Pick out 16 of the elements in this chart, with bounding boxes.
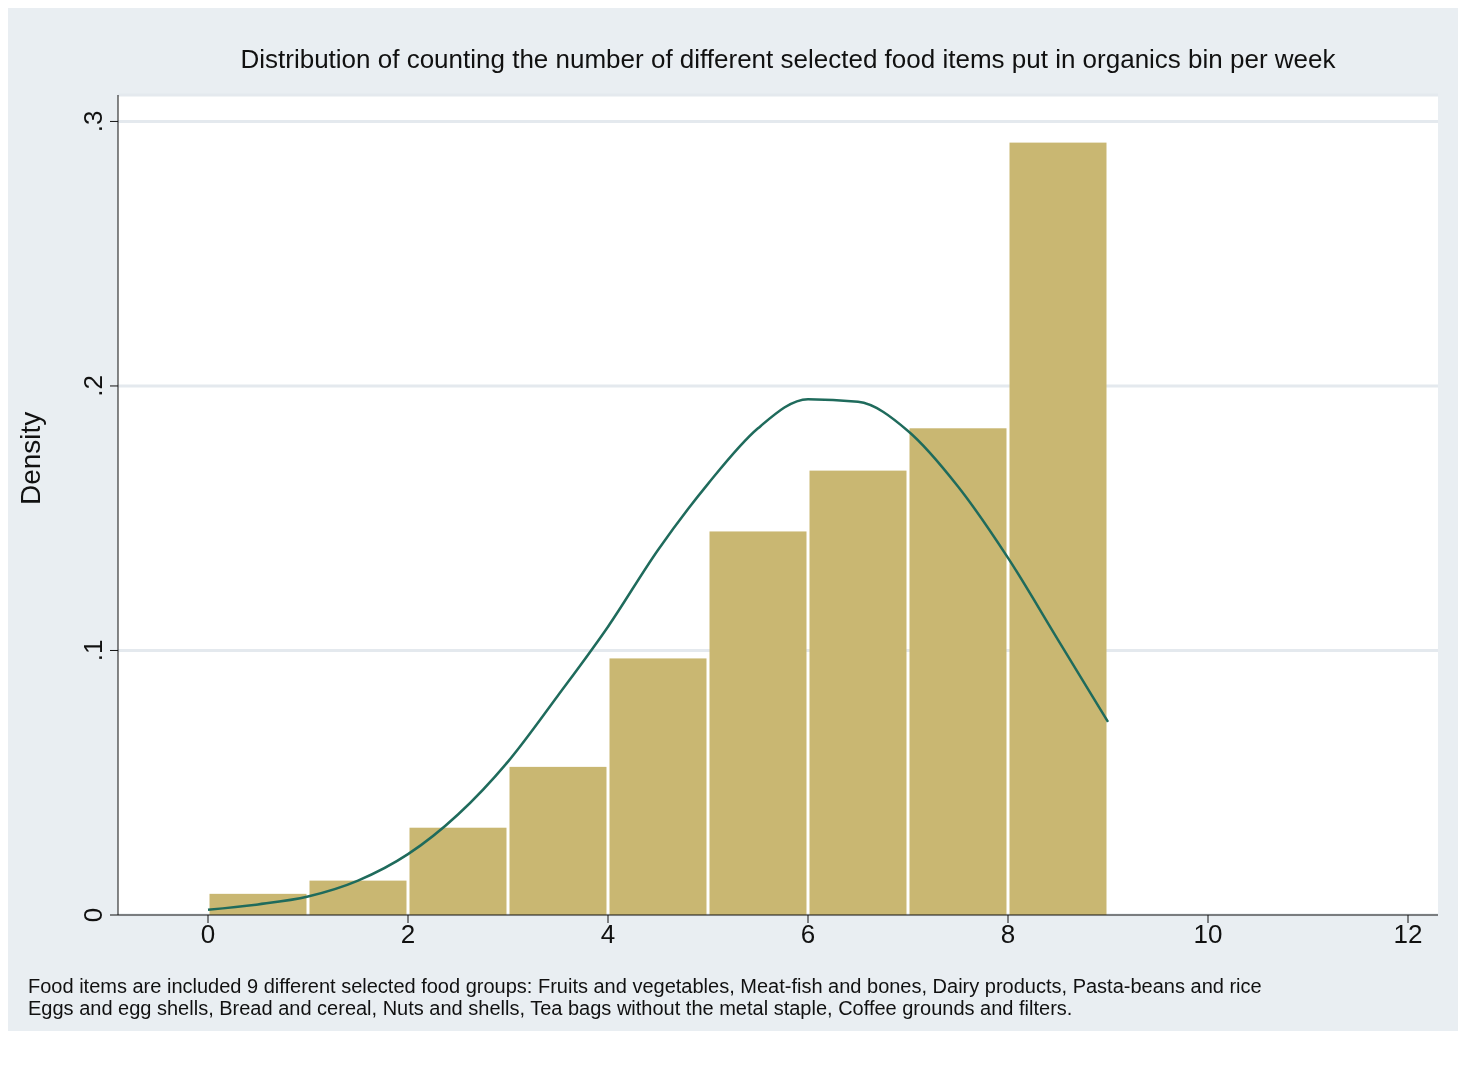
x-tick-label: 2 xyxy=(400,919,416,950)
line-series xyxy=(206,397,1110,911)
x-tick-label: 6 xyxy=(800,919,816,950)
y-tick-label: .3 xyxy=(78,110,108,133)
x-tick-label: 10 xyxy=(1193,919,1223,950)
text: Eggs and egg shells, Bread and cereal, Nuts and shells, Tea bags without the metal staple, Coffee grounds and filters. xyxy=(28,997,1074,1019)
chart-title: Distribution of counting the number of different selected food items put in organics bin per week xyxy=(239,43,1337,75)
text: Food items are included 9 different selected food groups: Fruits and vegetables, Meat-fish and bones, Dairy products, Pasta-beans and rice xyxy=(28,975,1263,997)
y-tick-label: 0 xyxy=(78,907,108,923)
x-tick-label: 0 xyxy=(200,919,216,950)
y-tick-label: .1 xyxy=(78,639,108,662)
x-tick-label: 8 xyxy=(1000,919,1016,950)
x-tick-label: 4 xyxy=(600,919,616,950)
y-tick-label: .2 xyxy=(78,375,108,397)
x-tick-label: 12 xyxy=(1393,919,1423,950)
y-axis-title: Density xyxy=(14,411,46,505)
